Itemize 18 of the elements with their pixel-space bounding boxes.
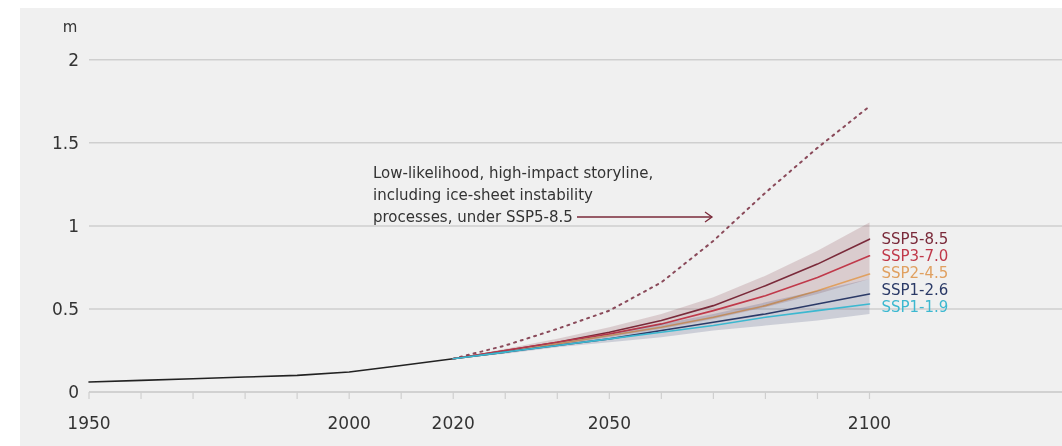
series-label: SSP2-4.5 — [881, 264, 949, 283]
y-tick-label: 0 — [68, 382, 79, 402]
x-tick-label: 1950 — [67, 413, 111, 433]
series-label: SSP1-2.6 — [881, 281, 949, 300]
y-tick-label: 2 — [68, 49, 79, 70]
x-tick-label: 2050 — [587, 413, 631, 433]
x-tick-label: 2100 — [847, 413, 892, 433]
x-tick-label: 2000 — [327, 413, 371, 433]
annotation: Low-likelihood, high-impact storyline, including ice-sheet instability processes, under SSP5-8.5 — [373, 164, 654, 226]
x-tick-label: 2020 — [431, 413, 475, 433]
line-series — [88, 357, 455, 383]
y-tick-label: 1 — [68, 215, 79, 236]
y-axis-title: m — [62, 18, 78, 36]
y-tick-label: 1.5 — [51, 132, 79, 153]
y-tick-label: 0.5 — [51, 298, 79, 319]
series-label: SSP5-8.5 — [881, 230, 949, 249]
series-label: SSP1-1.9 — [881, 298, 949, 317]
series-label: SSP3-7.0 — [881, 247, 949, 266]
